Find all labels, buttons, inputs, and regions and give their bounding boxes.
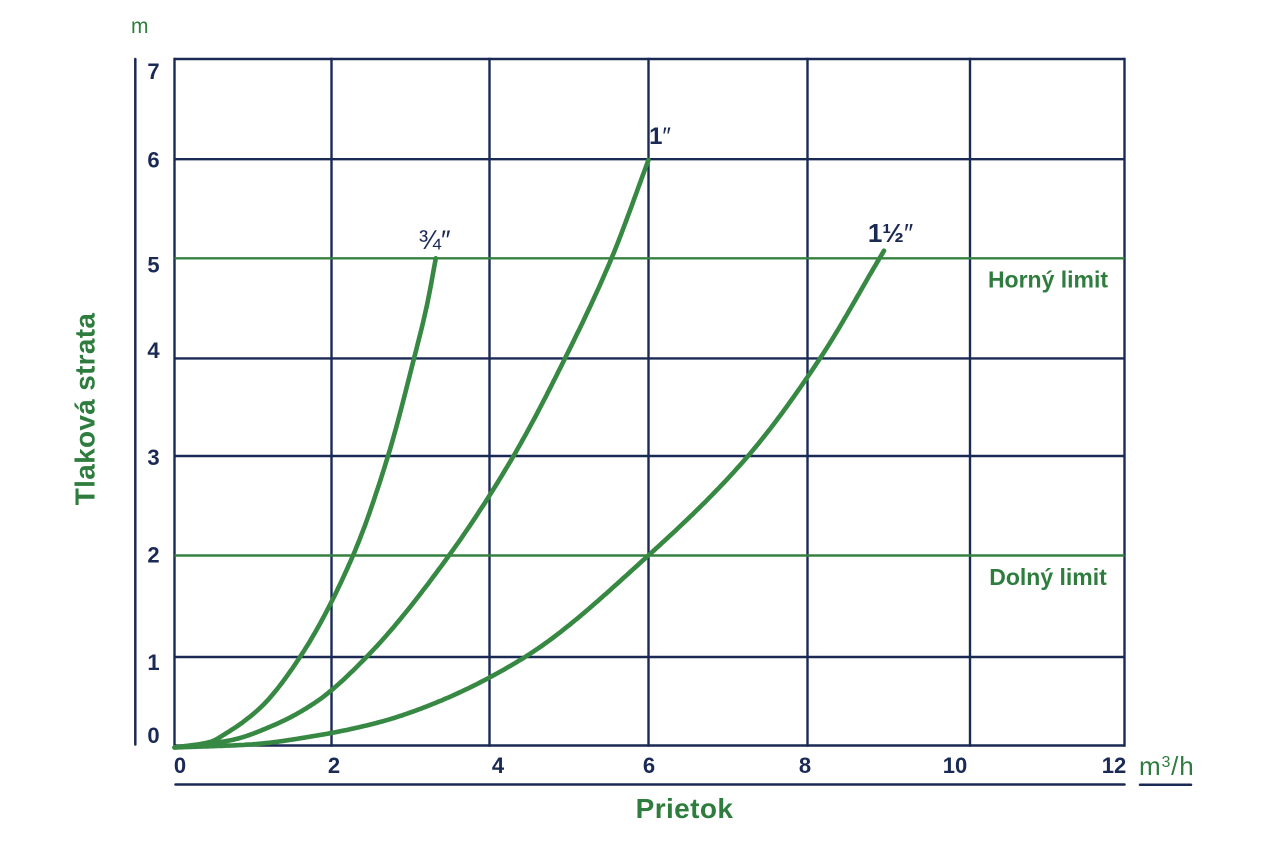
svg-text:12: 12 [1102, 753, 1126, 778]
svg-text:m: m [131, 15, 149, 38]
svg-text:0: 0 [147, 723, 159, 748]
svg-text:4: 4 [492, 753, 505, 778]
svg-text:1″: 1″ [649, 123, 671, 150]
svg-text:6: 6 [643, 753, 655, 778]
svg-text:10: 10 [943, 753, 967, 778]
svg-text:0: 0 [174, 753, 186, 778]
svg-text:3: 3 [147, 445, 159, 470]
svg-text:5: 5 [147, 253, 159, 278]
svg-text:4: 4 [147, 338, 160, 363]
svg-text:7: 7 [147, 59, 159, 84]
svg-text:1: 1 [147, 650, 159, 675]
svg-text:Tlaková strata: Tlaková strata [70, 313, 101, 506]
svg-text:1½″: 1½″ [868, 218, 913, 248]
svg-text:2: 2 [147, 543, 159, 568]
svg-text:6: 6 [147, 147, 159, 172]
svg-text:Dolný limit: Dolný limit [989, 564, 1107, 590]
svg-text:¾″: ¾″ [418, 225, 451, 255]
svg-text:m3/h: m3/h [1139, 751, 1194, 781]
svg-text:Horný limit: Horný limit [988, 267, 1108, 293]
svg-text:8: 8 [799, 753, 811, 778]
svg-text:Prietok: Prietok [636, 793, 734, 824]
svg-text:2: 2 [328, 753, 340, 778]
